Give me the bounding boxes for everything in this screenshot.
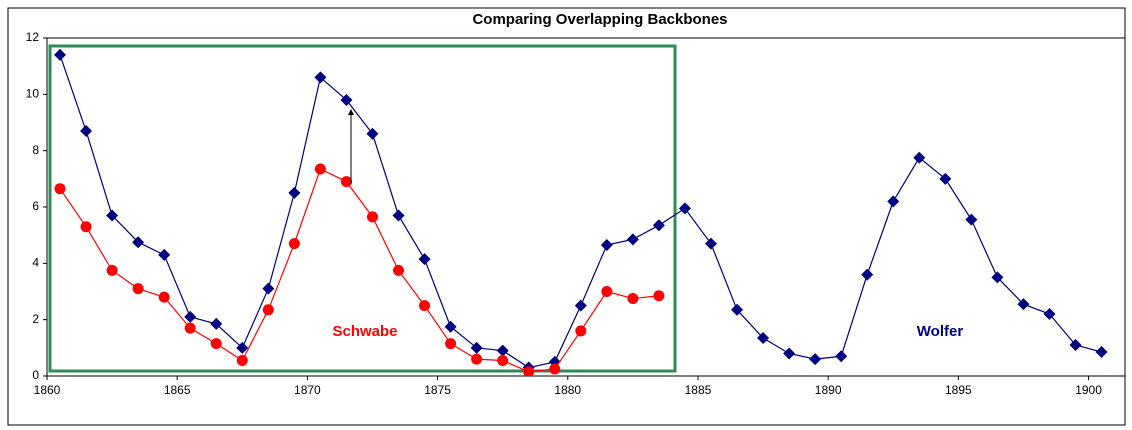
y-tick-label: 8	[32, 143, 39, 157]
marker	[523, 366, 535, 376]
y-tick-label: 6	[32, 199, 39, 213]
marker	[627, 293, 639, 305]
marker	[913, 151, 926, 164]
marker	[704, 237, 717, 250]
marker	[809, 353, 822, 366]
chart-frame	[7, 7, 1126, 426]
x-tick-label: 1890	[815, 383, 842, 397]
marker	[1017, 298, 1030, 311]
marker	[158, 248, 171, 261]
marker	[418, 253, 431, 266]
marker	[158, 291, 170, 303]
marker	[236, 355, 248, 367]
marker	[210, 338, 222, 350]
marker	[366, 127, 379, 140]
marker	[678, 202, 691, 215]
marker	[470, 341, 483, 354]
y-tick-label: 4	[32, 256, 39, 270]
y-tick-label: 10	[26, 87, 40, 101]
marker	[626, 233, 639, 246]
annotation: Schwabe	[332, 323, 397, 340]
marker	[54, 48, 67, 61]
chart-title: Comparing Overlapping Backbones	[472, 11, 727, 28]
marker	[731, 303, 744, 316]
marker	[1043, 308, 1056, 321]
x-tick-label: 1860	[34, 383, 61, 397]
marker	[340, 176, 352, 188]
marker	[601, 286, 613, 297]
annotation: Wolfer	[917, 323, 964, 340]
marker	[262, 282, 275, 295]
marker	[288, 238, 300, 250]
marker	[106, 264, 118, 276]
marker	[1069, 339, 1082, 352]
marker	[549, 363, 561, 375]
marker	[835, 350, 848, 363]
marker	[366, 211, 378, 223]
marker	[132, 236, 145, 249]
marker	[210, 317, 223, 330]
marker	[132, 283, 144, 295]
marker	[861, 268, 874, 281]
marker	[574, 299, 587, 312]
marker	[757, 331, 770, 344]
marker	[783, 347, 796, 360]
marker	[575, 325, 587, 337]
marker	[314, 71, 327, 84]
marker	[444, 320, 457, 333]
x-tick-label: 1895	[945, 383, 972, 397]
marker	[262, 304, 274, 316]
marker	[288, 186, 301, 199]
marker	[54, 183, 66, 195]
marker	[653, 290, 665, 302]
marker	[496, 344, 509, 357]
marker	[392, 209, 405, 222]
x-tick-label: 1885	[685, 383, 712, 397]
marker	[991, 271, 1004, 284]
x-tick-label: 1900	[1075, 383, 1102, 397]
highlight-box	[48, 44, 677, 373]
marker	[887, 195, 900, 208]
marker	[445, 338, 457, 350]
marker	[471, 353, 483, 365]
marker	[184, 310, 197, 323]
y-tick-label: 12	[26, 30, 40, 44]
x-tick-label: 1870	[294, 383, 321, 397]
y-tick-label: 0	[32, 368, 39, 382]
marker	[106, 209, 119, 222]
marker	[340, 93, 353, 106]
marker	[497, 355, 509, 367]
marker	[419, 300, 431, 312]
marker	[939, 172, 952, 185]
marker	[1095, 346, 1108, 359]
x-tick-label: 1865	[164, 383, 191, 397]
marker	[393, 264, 405, 276]
x-tick-label: 1880	[554, 383, 581, 397]
marker	[314, 163, 326, 175]
marker	[80, 221, 92, 233]
marker	[600, 239, 613, 252]
marker	[184, 322, 196, 334]
marker	[80, 124, 93, 137]
marker	[236, 341, 249, 354]
y-tick-label: 2	[32, 312, 39, 326]
marker	[652, 219, 665, 232]
marker	[965, 213, 978, 226]
x-tick-label: 1875	[424, 383, 451, 397]
